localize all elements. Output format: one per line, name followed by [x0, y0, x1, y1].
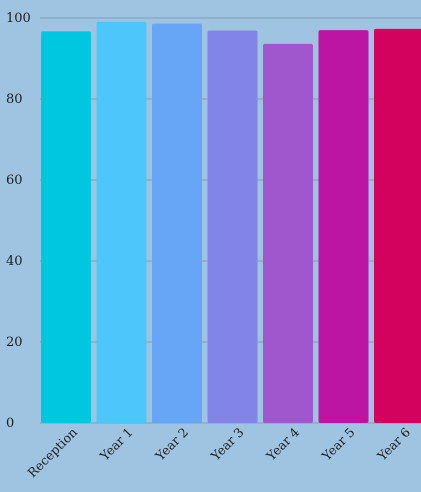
- x-tick-label: Year 2: [152, 425, 192, 465]
- y-tick-label: 60: [6, 173, 23, 188]
- bar-reception[interactable]: [41, 31, 91, 424]
- bar-year-2[interactable]: [152, 23, 202, 423]
- x-tick-label: Year 1: [96, 425, 136, 465]
- bars: [41, 21, 421, 424]
- bar-year-1[interactable]: [96, 21, 147, 424]
- y-tick-label: 80: [6, 92, 23, 107]
- x-tick-label: Year 5: [318, 425, 358, 465]
- x-tick-label: Year 4: [263, 424, 303, 464]
- y-axis-tick-labels: 0 20 40 60 80 100: [6, 11, 31, 431]
- bar-year-6[interactable]: [374, 28, 421, 423]
- y-tick-label: 40: [6, 254, 23, 269]
- bar-year-5[interactable]: [318, 30, 369, 424]
- x-axis-category-labels: Reception Year 1 Year 2 Year 3 Year 4 Year 5 Y…: [24, 424, 413, 480]
- y-tick-label: 0: [6, 416, 14, 431]
- y-tick-label: 20: [6, 335, 23, 350]
- bar-year-4[interactable]: [263, 43, 313, 424]
- x-tick-label: Year 3: [207, 424, 247, 464]
- x-tick-label: Reception: [24, 425, 80, 481]
- bar-year-3[interactable]: [207, 30, 258, 424]
- y-tick-label: 100: [6, 11, 31, 26]
- x-tick-label: Year 6: [374, 424, 414, 464]
